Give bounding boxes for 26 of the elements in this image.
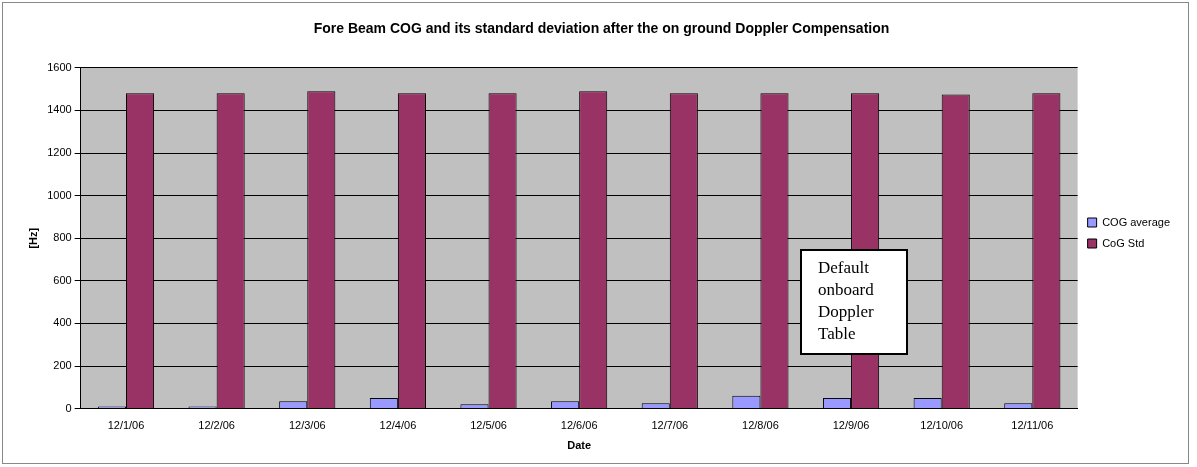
y-tick-label: 1400 <box>47 103 72 116</box>
y-tick-label: 400 <box>53 316 72 329</box>
x-tick-label: 12/4/06 <box>379 419 417 432</box>
y-tick-label: 1600 <box>47 60 72 73</box>
x-tick-label: 12/6/06 <box>560 419 598 432</box>
x-tick-label: 12/1/06 <box>107 419 145 432</box>
x-axis-title: Date <box>567 439 592 452</box>
y-tick-label: 600 <box>53 273 72 286</box>
x-tick-label: 12/5/06 <box>470 419 507 432</box>
x-tick-label: 12/11/06 <box>1011 419 1054 432</box>
y-axis-title: [Hz] <box>26 227 39 249</box>
annotation: Default onboard Doppler Table <box>800 249 908 355</box>
legend-label: CoG Std <box>1102 236 1145 249</box>
x-tick-label: 12/8/06 <box>742 419 779 432</box>
y-tick-label: 1200 <box>47 146 72 159</box>
y-tick-label: 800 <box>53 231 72 244</box>
y-tick-label: 0 <box>65 401 72 414</box>
x-tick-label: 12/7/06 <box>651 419 689 432</box>
x-tick-label: 12/10/06 <box>920 419 964 432</box>
legend-label: COG average <box>1102 215 1171 228</box>
y-tick-label: 1000 <box>47 188 72 201</box>
x-tick-label: 12/2/06 <box>198 419 235 432</box>
chart-title: Fore Beam COG and its standard deviation after the on ground Doppler Compensation <box>313 20 890 37</box>
x-tick-label: 12/9/06 <box>832 419 870 432</box>
y-tick-label: 200 <box>53 359 72 372</box>
x-tick-label: 12/3/06 <box>288 419 326 432</box>
